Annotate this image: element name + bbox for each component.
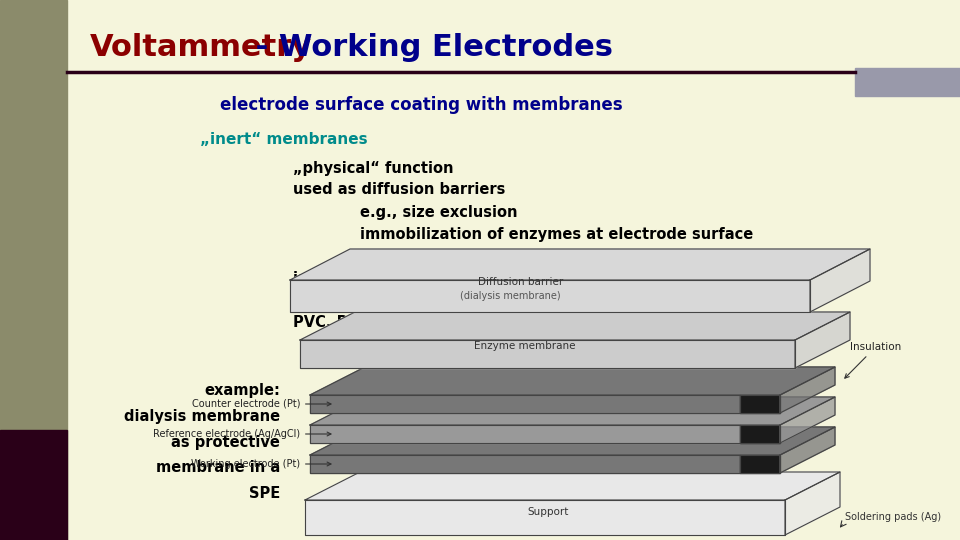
Text: used as diffusion barriers: used as diffusion barriers [293,183,505,198]
Text: e.g., size exclusion: e.g., size exclusion [360,205,517,219]
Polygon shape [310,455,740,473]
Text: PVC, PE, Teflon, dialysis membranes, etc.: PVC, PE, Teflon, dialysis membranes, etc… [293,314,636,329]
Text: e.g., enzymes: e.g., enzymes [360,293,475,307]
Text: Soldering pads (Ag): Soldering pads (Ag) [845,512,941,523]
Polygon shape [780,427,835,473]
Polygon shape [310,397,835,425]
Text: SPE: SPE [249,487,280,502]
Text: as protective: as protective [171,435,280,449]
Polygon shape [290,280,810,312]
Bar [0,430,67,540]
Polygon shape [300,312,850,340]
Text: incorporation of actual modifiers (catalysts, electroactive): incorporation of actual modifiers (catal… [293,271,777,286]
Text: Support: Support [528,507,569,517]
Polygon shape [310,425,740,443]
Text: Counter electrode (Pt): Counter electrode (Pt) [191,399,331,409]
Polygon shape [310,395,740,413]
Polygon shape [810,249,870,312]
Text: - Working Electrodes: - Working Electrodes [245,33,613,63]
Bar [0,0,67,540]
Polygon shape [740,455,780,473]
Text: Insulation: Insulation [845,342,901,378]
Polygon shape [795,312,850,368]
Text: „inert“ membranes: „inert“ membranes [200,132,368,147]
Polygon shape [740,395,780,413]
Polygon shape [310,427,835,455]
Bar [855,68,960,96]
Text: Voltammetry: Voltammetry [90,33,312,63]
Text: Enzyme membrane: Enzyme membrane [473,341,575,350]
Text: „physical“ function: „physical“ function [293,160,453,176]
Polygon shape [305,500,785,535]
Polygon shape [300,340,795,368]
Polygon shape [740,425,780,443]
Text: (dialysis membrane): (dialysis membrane) [461,291,561,301]
Polygon shape [305,472,840,500]
Text: e.g., by dialysis membrane: e.g., by dialysis membrane [427,248,651,264]
Text: Reference electrode (Ag/AgCl): Reference electrode (Ag/AgCl) [153,429,331,439]
Polygon shape [785,472,840,535]
Text: immobilization of enzymes at electrode surface: immobilization of enzymes at electrode s… [360,226,754,241]
Text: dialysis membrane: dialysis membrane [124,408,280,423]
Polygon shape [310,367,835,395]
Polygon shape [780,367,835,413]
Text: electrode surface coating with membranes: electrode surface coating with membranes [220,96,623,114]
Text: example:: example: [204,382,280,397]
Text: Diffusion barrier: Diffusion barrier [478,276,563,287]
Text: Working electrode (Pt): Working electrode (Pt) [191,459,331,469]
Text: membrane in a: membrane in a [156,461,280,476]
Polygon shape [780,397,835,443]
Polygon shape [290,249,870,280]
